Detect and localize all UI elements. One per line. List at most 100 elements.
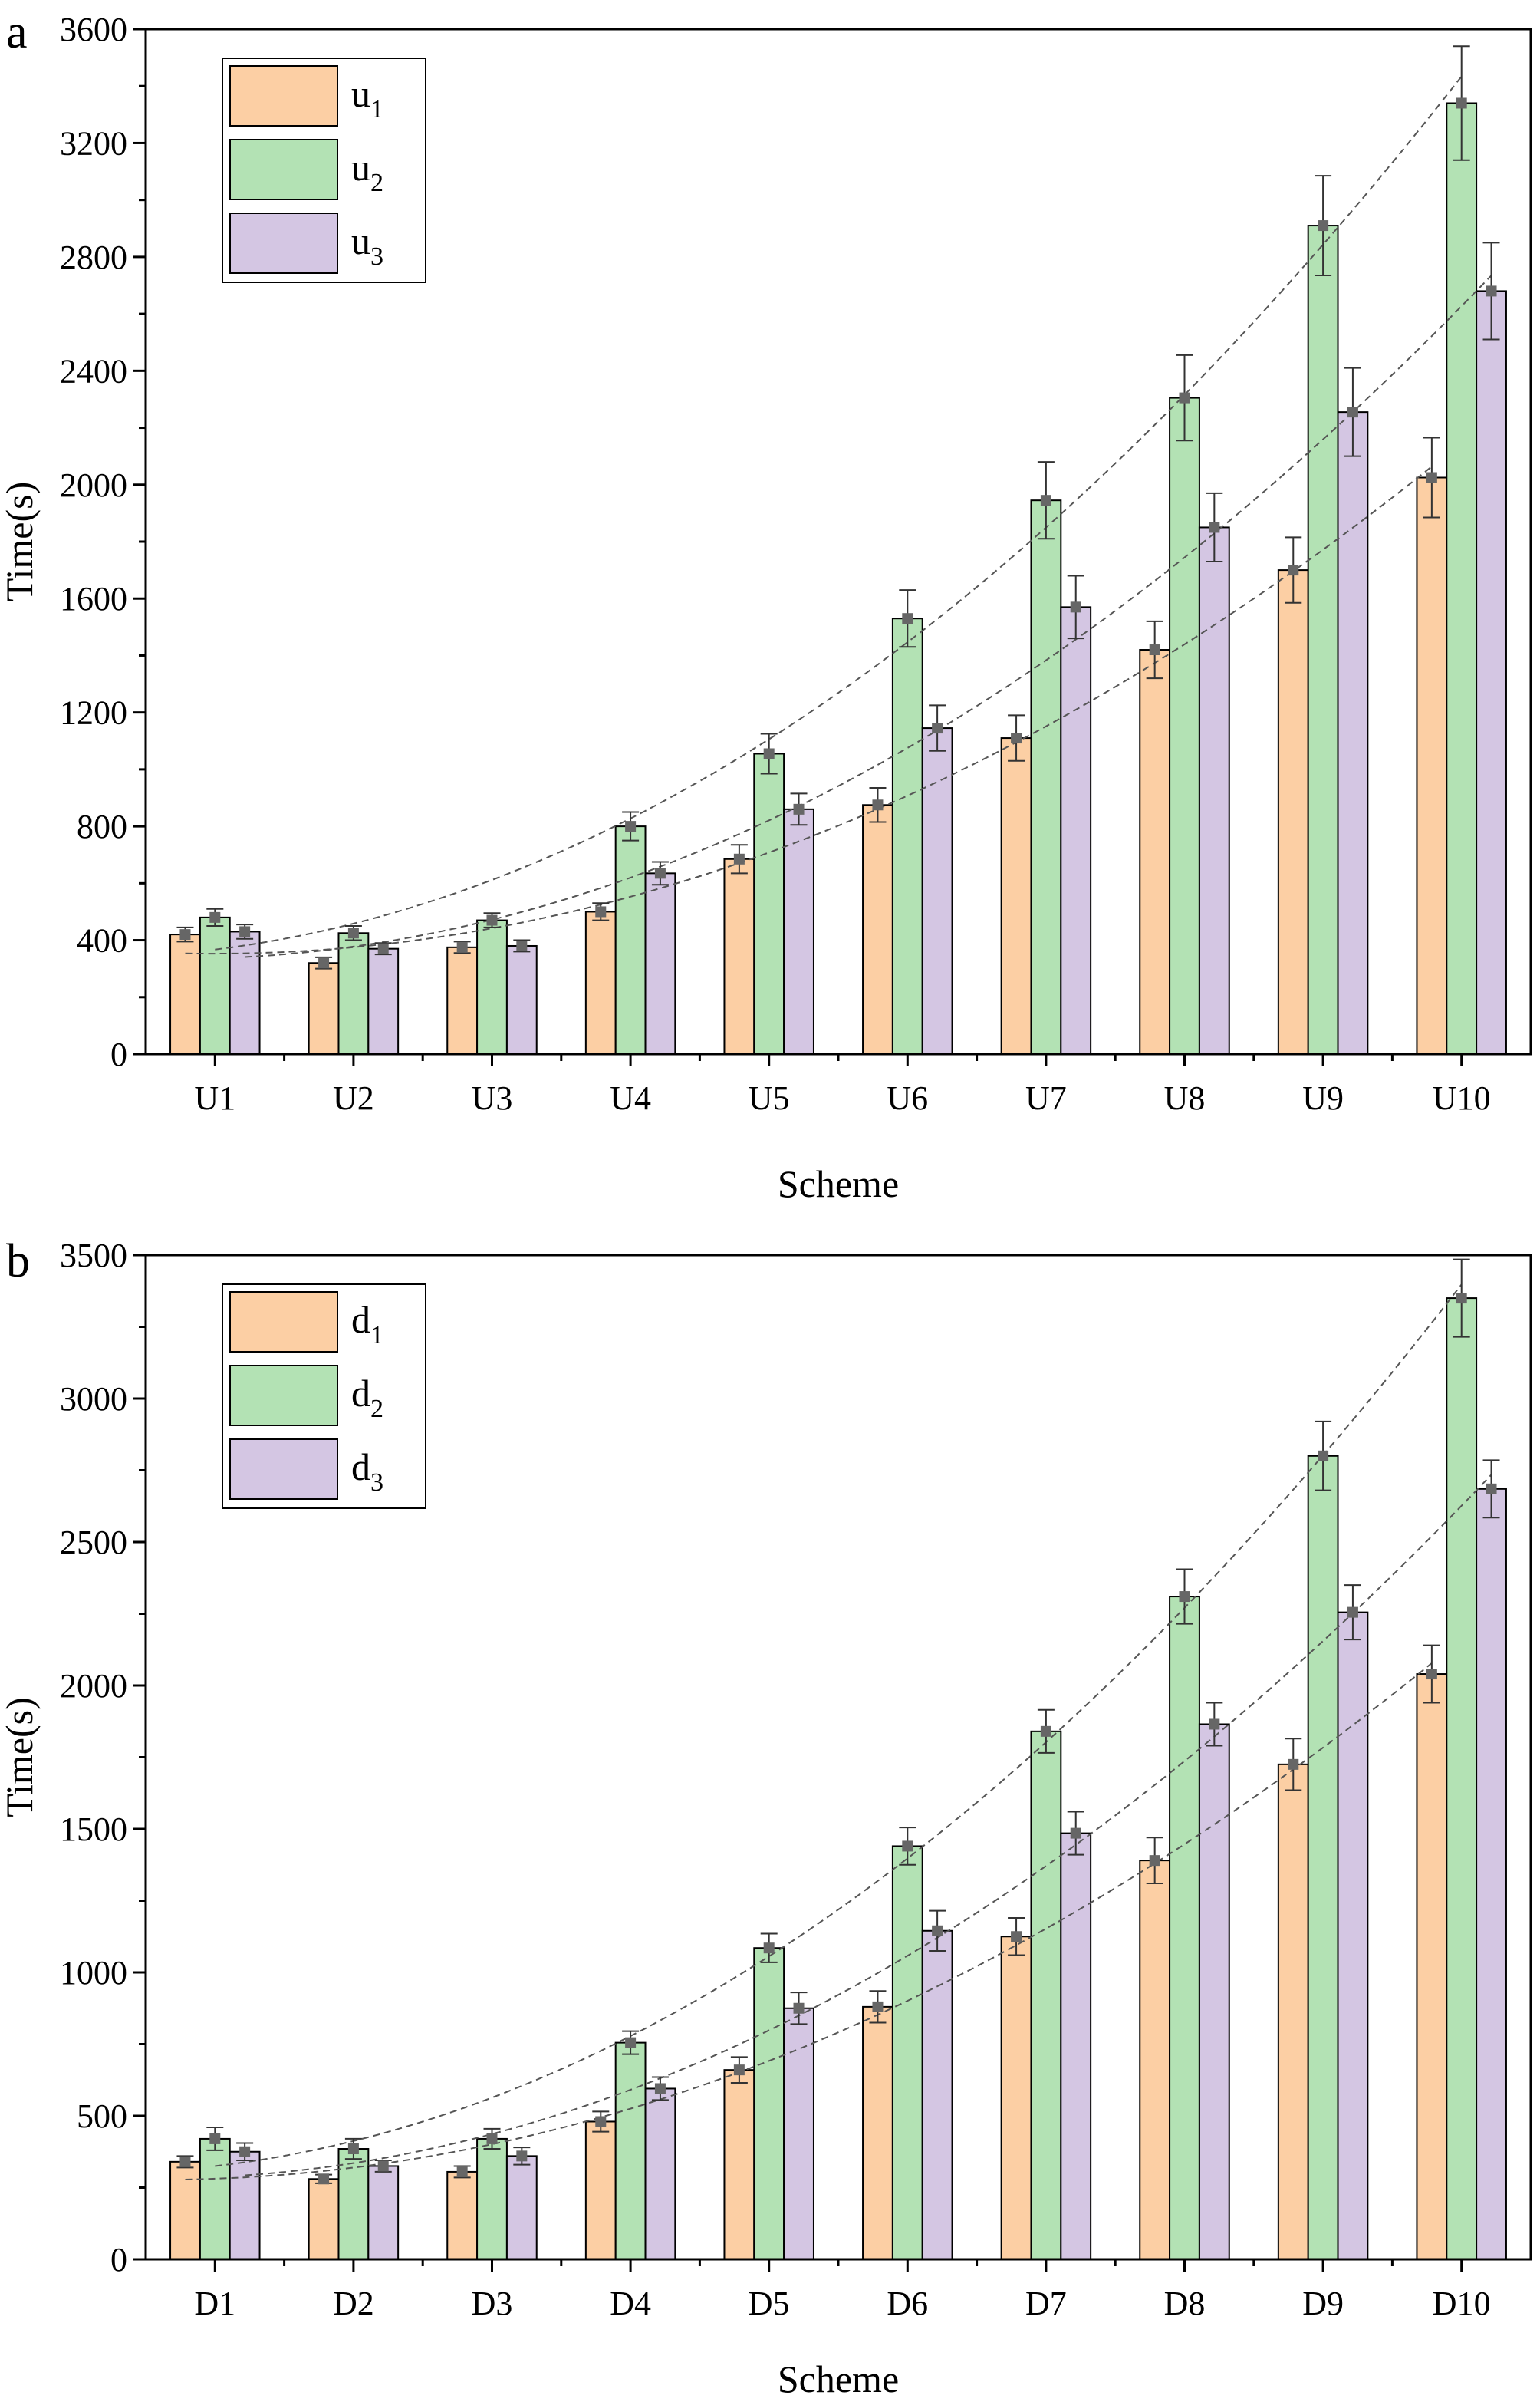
legend-subscript: 3 [370,242,383,271]
marker-d2-D1 [209,2133,221,2144]
marker-d1-D8 [1149,1855,1160,1867]
x-axis-title: Scheme [778,1162,899,1205]
bar-d3-D7 [1060,1832,1092,2261]
y-tick-label: 1200 [60,694,127,732]
marker-d2-D7 [1040,1725,1051,1737]
bar-u1-U7 [1000,737,1032,1055]
marker-u2-U3 [486,914,498,926]
x-tick-label: U2 [333,1079,374,1117]
bar-u1-U1 [169,934,201,1055]
bar-u2-U6 [891,618,923,1055]
bar-d1-D5 [723,2069,755,2260]
bar-d1-D3 [446,2170,479,2260]
marker-u3-U10 [1486,285,1497,297]
bar-u2-U4 [614,825,647,1055]
marker-d3-D1 [239,2146,251,2157]
trend-line-d2 [215,1283,1463,2167]
marker-u3-U5 [793,803,805,815]
marker-u3-U7 [1070,601,1081,613]
bar-d3-D4 [644,2087,676,2260]
trend-line-u3 [245,275,1492,958]
trend-line-d3 [245,1474,1492,2176]
legend-swatch-d1 [229,1291,338,1353]
legend-swatch-u3 [229,213,338,274]
x-tick-label: D9 [1302,2285,1344,2322]
y-tick-label: 1500 [60,1811,127,1848]
y-tick-label: 400 [77,922,127,960]
legend-swatch-u2 [229,139,338,200]
bar-u3-U1 [229,931,261,1056]
marker-d1-D2 [318,2173,330,2185]
marker-u1-U1 [179,929,191,941]
marker-d2-D10 [1456,1293,1467,1304]
x-tick-label: U10 [1433,1079,1491,1117]
y-tick-label: 0 [110,1036,127,1073]
marker-u1-U9 [1288,565,1299,576]
marker-u3-U1 [239,926,251,937]
bar-d2-D4 [614,2041,647,2260]
bar-u3-U8 [1198,526,1230,1055]
bar-u3-U4 [644,872,676,1056]
marker-d3-D8 [1209,1718,1220,1730]
y-tick-label: 800 [77,808,127,845]
bar-u2-U5 [753,753,785,1055]
bar-u1-U4 [584,911,617,1056]
y-tick-label: 3200 [60,124,127,162]
legend-subscript: 1 [370,1321,383,1349]
bar-u3-U10 [1476,290,1507,1055]
bar-d3-D1 [229,2150,261,2260]
marker-d3-D6 [932,1925,943,1936]
x-tick-label: D10 [1433,2285,1491,2322]
legend-swatch-d2 [229,1365,338,1426]
bar-d3-D5 [783,2007,814,2260]
marker-d3-D2 [377,2160,389,2172]
bar-d2-D7 [1030,1730,1062,2261]
marker-d2-D3 [486,2133,498,2144]
marker-d3-D10 [1486,1483,1497,1494]
marker-u3-U9 [1347,407,1358,418]
x-tick-label: D3 [472,2285,513,2322]
bar-u3-U6 [921,727,953,1055]
marker-d3-D9 [1347,1606,1358,1618]
x-tick-label: D5 [749,2285,790,2322]
bar-u1-U10 [1416,476,1448,1055]
y-tick-label: 2000 [60,1667,127,1705]
bar-d2-D5 [753,1947,785,2260]
bar-u3-U2 [367,947,400,1055]
bar-d1-D10 [1416,1673,1448,2261]
x-tick-label: U6 [887,1079,928,1117]
x-tick-label: D6 [887,2285,928,2322]
bar-u2-U8 [1169,397,1200,1055]
panel-letter: a [6,6,28,58]
bar-d1-D8 [1139,1860,1171,2260]
marker-d3-D4 [654,2083,666,2094]
bar-d1-D6 [862,2005,893,2260]
x-axis-title: Scheme [778,2358,899,2400]
x-tick-label: U8 [1164,1079,1206,1117]
trend-line-u2 [215,76,1463,951]
marker-d1-D10 [1426,1669,1437,1680]
bar-u3-U9 [1337,411,1369,1055]
bar-d1-D4 [584,2120,617,2260]
x-tick-label: D8 [1164,2285,1206,2322]
x-tick-label: U7 [1025,1079,1067,1117]
marker-d1-D5 [733,2064,745,2076]
marker-u3-U4 [654,868,666,879]
bar-u2-U1 [199,916,231,1056]
bar-u3-U3 [505,944,538,1055]
marker-u2-U7 [1040,495,1051,506]
bar-u1-U8 [1139,649,1171,1055]
y-tick-label: 500 [77,2097,127,2135]
bar-u2-U2 [337,932,370,1056]
marker-u3-U2 [377,943,389,954]
bar-u3-U7 [1060,606,1092,1055]
bar-d3-D9 [1337,1611,1369,2260]
marker-d3-D7 [1070,1827,1081,1839]
bar-u1-U9 [1277,569,1309,1055]
legend-subscript: 2 [370,169,383,197]
marker-d1-D4 [595,2116,607,2127]
legend-subscript: 2 [370,1395,383,1423]
legend-swatch-u1 [229,65,338,127]
marker-d1-D6 [872,2001,884,2012]
